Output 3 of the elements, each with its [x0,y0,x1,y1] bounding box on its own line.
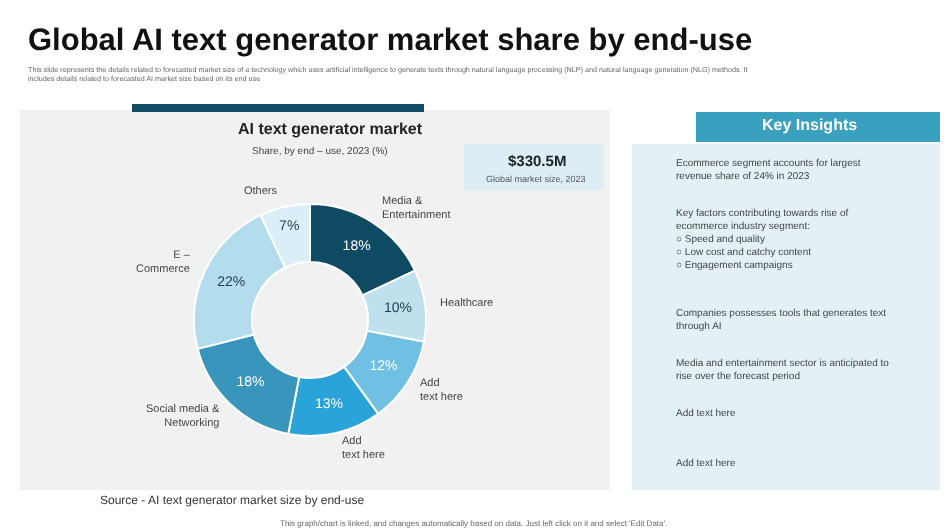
text: AI text generator market [238,120,423,138]
text: Key Insights [762,116,859,134]
chart-title: Global AI text generator market share by end-use [28,24,753,58]
